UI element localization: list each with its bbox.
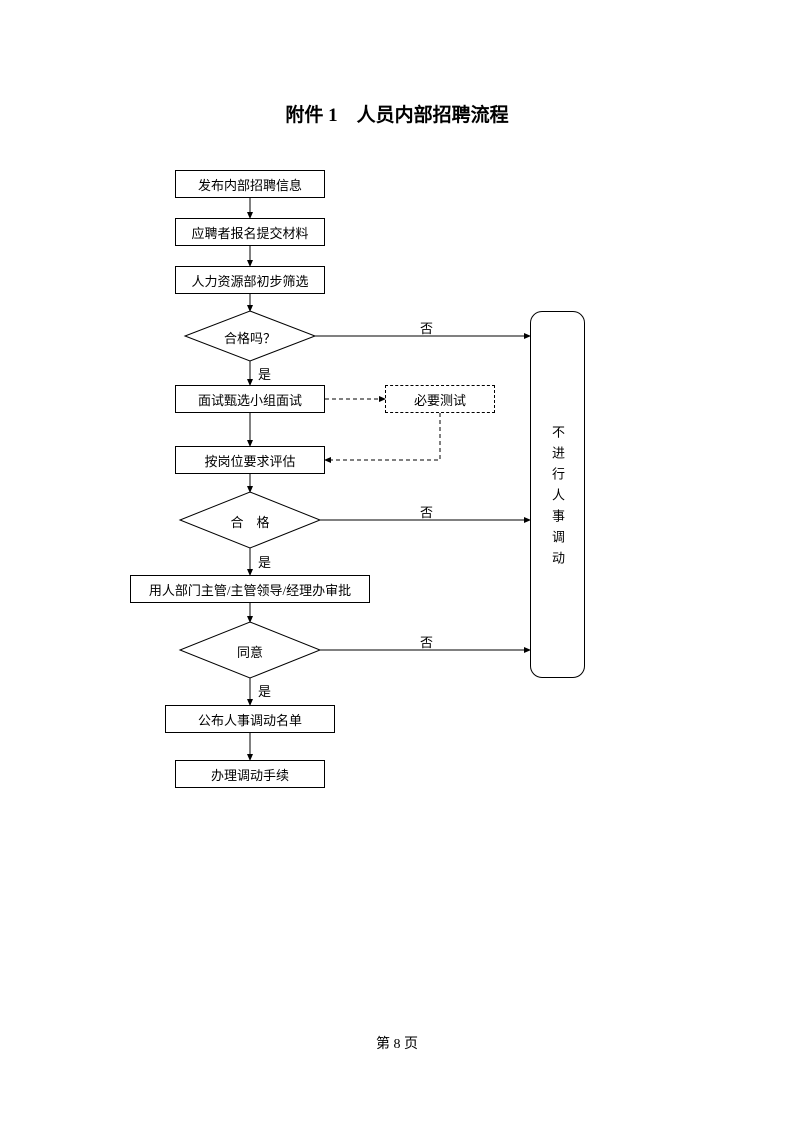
flowchart-edges [130, 160, 660, 860]
page-title: 附件 1 人员内部招聘流程 [0, 100, 794, 127]
page-footer: 第 8 页 [0, 1033, 794, 1053]
flowchart-container: 发布内部招聘信息 应聘者报名提交材料 人力资源部初步筛选 面试甄选小组面试 必要… [130, 160, 660, 860]
